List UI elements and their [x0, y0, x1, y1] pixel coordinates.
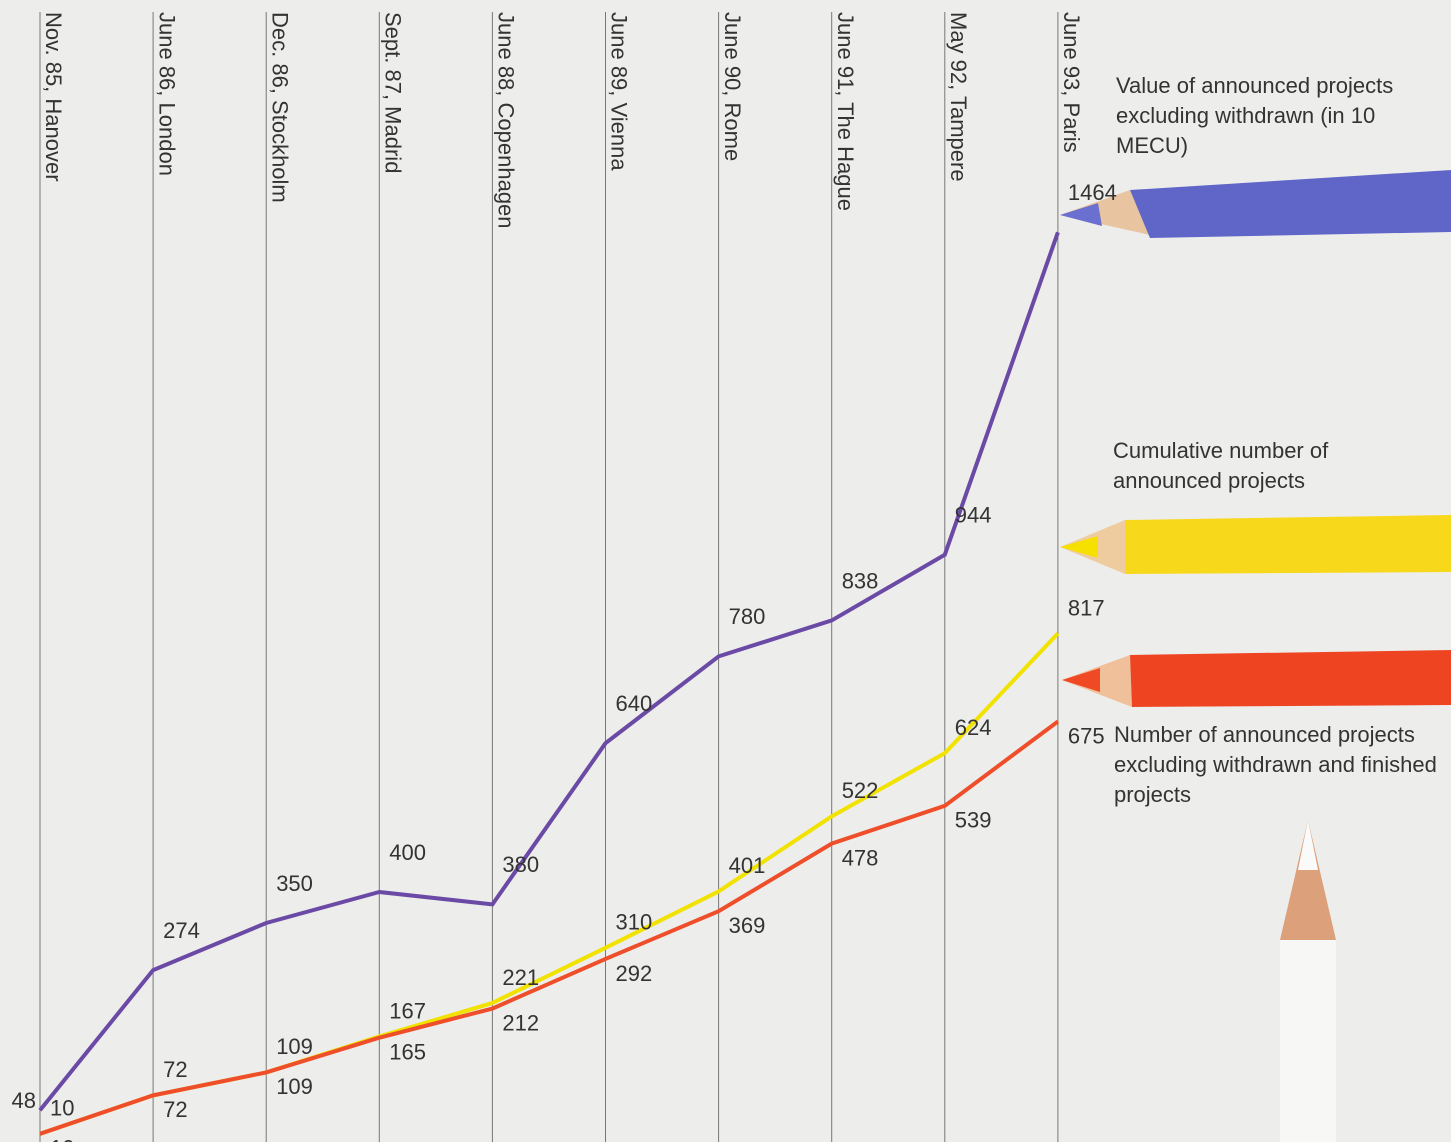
- data-label: 944: [955, 503, 992, 528]
- pencil-tip: [1060, 536, 1098, 558]
- data-label: 640: [616, 691, 653, 716]
- data-label: 109: [276, 1074, 313, 1099]
- data-label: 624: [955, 715, 992, 740]
- data-label: 539: [955, 808, 992, 833]
- x-tick-label: June 91, The Hague: [833, 12, 858, 211]
- data-label: 817: [1068, 595, 1105, 620]
- data-label: 780: [729, 604, 766, 629]
- data-label: 1464: [1068, 180, 1117, 205]
- series-line: [39, 719, 1060, 1136]
- pencil-body: [1130, 650, 1451, 707]
- data-label: 400: [389, 840, 426, 865]
- data-label: 109: [276, 1034, 313, 1059]
- x-tick-label: June 90, Rome: [720, 12, 745, 161]
- legend-label: Number of announced projects excluding w…: [1114, 722, 1437, 807]
- x-tick-label: June 93, Paris: [1059, 12, 1084, 153]
- pencil-body: [1125, 515, 1451, 574]
- data-label: 221: [502, 965, 539, 990]
- data-label: 838: [842, 568, 879, 593]
- data-label: 401: [729, 853, 766, 878]
- data-label: 310: [616, 910, 653, 935]
- data-label: 10: [50, 1096, 74, 1121]
- x-tick-label: June 86, London: [154, 12, 179, 176]
- data-label: 380: [502, 852, 539, 877]
- series-line: [38, 231, 1060, 1112]
- x-tick-label: June 88, Copenhagen: [494, 12, 519, 229]
- pencil-tip: [1062, 668, 1100, 692]
- pencil-tip: [1298, 820, 1318, 870]
- data-label: 274: [163, 918, 200, 943]
- x-tick-label: Sept. 87, Madrid: [380, 12, 405, 173]
- pencil-tip: [1060, 203, 1102, 226]
- x-tick-label: Dec. 86, Stockholm: [267, 12, 292, 203]
- data-label: 292: [616, 961, 653, 986]
- data-label: 675: [1068, 723, 1105, 748]
- data-label: 165: [389, 1040, 426, 1065]
- data-label: 369: [729, 913, 766, 938]
- data-label: 72: [163, 1057, 187, 1082]
- data-label: 10: [50, 1136, 74, 1142]
- data-label: 350: [276, 871, 313, 896]
- pencil-body: [1130, 170, 1451, 238]
- data-label: 48: [12, 1088, 36, 1113]
- pencil-body: [1280, 940, 1336, 1142]
- series-line: [39, 632, 1060, 1136]
- legend-label: Value of announced projects excluding wi…: [1116, 73, 1394, 158]
- data-label: 478: [842, 845, 879, 870]
- data-label: 212: [502, 1010, 539, 1035]
- x-tick-label: May 92, Tampere: [946, 12, 971, 182]
- pencil-wood: [1060, 190, 1150, 235]
- legend-label: Cumulative number of announced projects: [1113, 438, 1329, 493]
- data-label: 72: [163, 1097, 187, 1122]
- data-label: 167: [389, 998, 426, 1023]
- x-tick-label: Nov. 85, Hanover: [41, 12, 66, 182]
- pencil-wood: [1280, 820, 1336, 940]
- pencils: [1060, 170, 1451, 1142]
- data-label: 522: [842, 778, 879, 803]
- x-tick-label: June 89, Vienna: [607, 12, 632, 171]
